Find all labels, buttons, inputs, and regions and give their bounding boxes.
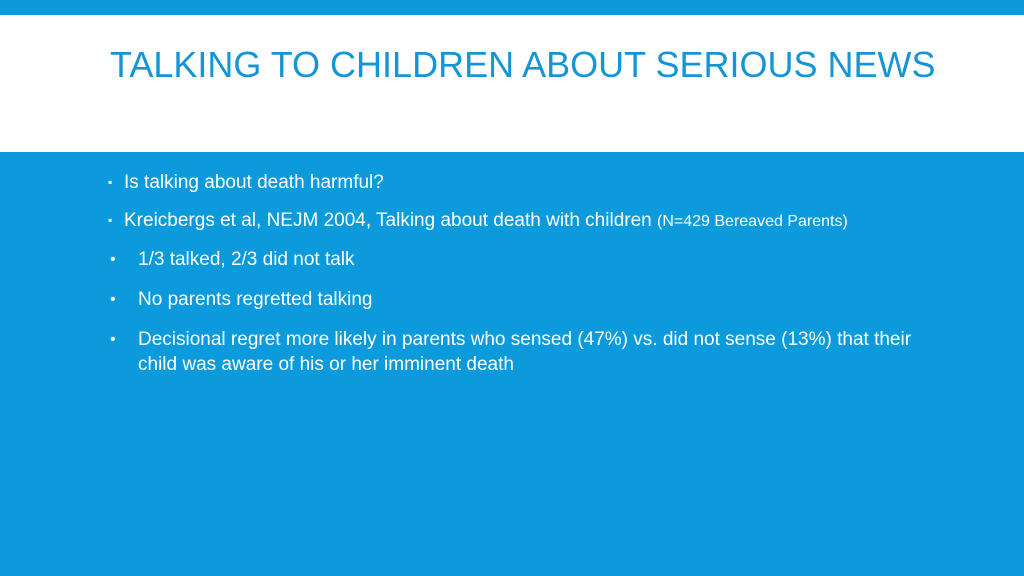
bullet-list: ▪ Is talking about death harmful? ▪ Krei… — [108, 170, 928, 392]
bullet-text: No parents regretted talking — [138, 289, 373, 310]
round-bullet-icon: • — [110, 331, 116, 348]
top-accent-strip — [0, 0, 1024, 15]
bullet-item: ▪ Is talking about death harmful? — [108, 170, 928, 195]
sub-bullet-item: • No parents regretted talking — [108, 287, 928, 312]
bullet-text: 1/3 talked, 2/3 did not talk — [138, 249, 355, 270]
bullet-text: Is talking about death harmful? — [124, 172, 384, 193]
bullet-item: ▪ Kreicbergs et al, NEJM 2004, Talking a… — [108, 208, 928, 234]
slide-title: TALKING TO CHILDREN ABOUT SERIOUS NEWS — [110, 44, 936, 85]
sub-bullet-item: • 1/3 talked, 2/3 did not talk — [108, 247, 928, 272]
bullet-text: Decisional regret more likely in parents… — [138, 329, 912, 375]
title-band: TALKING TO CHILDREN ABOUT SERIOUS NEWS — [0, 15, 1024, 152]
bullet-note: (N=429 Bereaved Parents) — [657, 213, 848, 230]
sub-bullet-item: • Decisional regret more likely in paren… — [108, 327, 928, 377]
bullet-text: Kreicbergs et al, NEJM 2004, Talking abo… — [124, 210, 658, 231]
round-bullet-icon: • — [110, 291, 116, 308]
square-bullet-icon: ▪ — [108, 213, 113, 227]
round-bullet-icon: • — [110, 251, 116, 268]
square-bullet-icon: ▪ — [108, 175, 113, 189]
